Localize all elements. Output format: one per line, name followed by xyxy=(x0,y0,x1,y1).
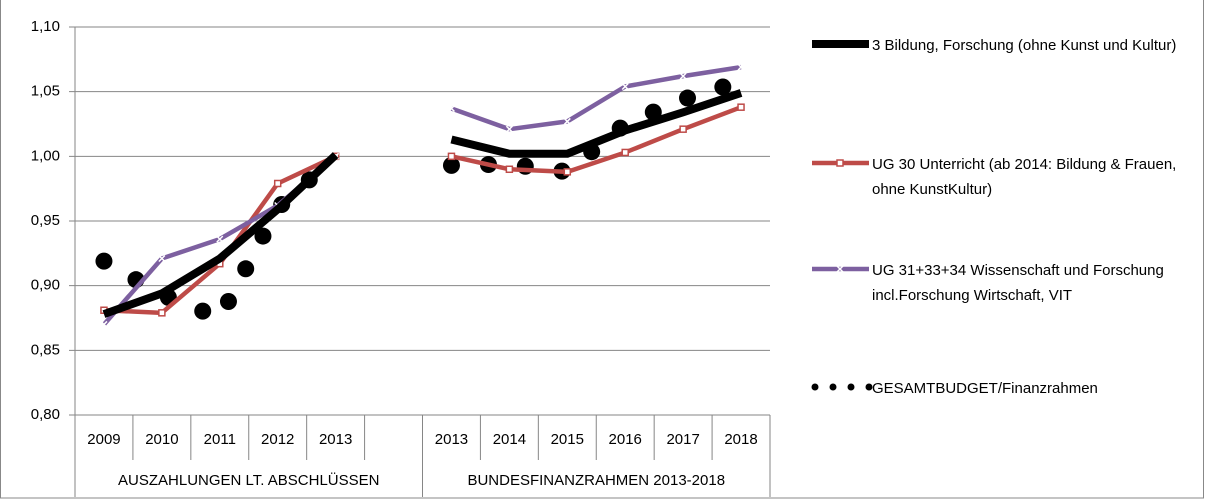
y-tick-label: 0,90 xyxy=(31,277,60,294)
legend-marker-shape xyxy=(836,159,844,167)
y-tick-label: 1,00 xyxy=(31,147,60,164)
group-label: AUSZAHLUNGEN LT. ABSCHLÜSSEN xyxy=(118,471,379,489)
marker xyxy=(737,63,745,71)
y-tick-label: 0,85 xyxy=(31,341,60,358)
marker xyxy=(216,235,224,243)
marker xyxy=(563,117,571,125)
marker xyxy=(505,125,513,133)
marker xyxy=(158,309,166,317)
x-tick-label: 2018 xyxy=(724,431,757,448)
x-tick-label: 2013 xyxy=(435,431,468,448)
marker xyxy=(679,72,687,80)
marker xyxy=(505,165,514,174)
x-tick-label: 2011 xyxy=(204,431,236,448)
y-tick-label: 0,95 xyxy=(31,212,60,229)
legend-label: UG 31+33+34 Wissenschaft und Forschung i… xyxy=(872,262,1164,304)
x-tick-label: 2013 xyxy=(319,431,352,448)
series-line xyxy=(103,105,742,316)
marker xyxy=(273,179,282,188)
y-tick-label: 1,05 xyxy=(31,83,60,100)
x-tick-label: 2015 xyxy=(551,431,584,448)
x-tick-label: 2009 xyxy=(87,431,120,448)
marker xyxy=(158,254,166,263)
marker xyxy=(679,125,687,133)
marker xyxy=(447,152,456,161)
x-tick-label: 2017 xyxy=(666,431,699,448)
x-tick-label: 2016 xyxy=(609,431,642,448)
legend-marker xyxy=(836,159,844,167)
marker xyxy=(100,320,108,328)
marker xyxy=(621,82,629,91)
y-tick-label: 1,10 xyxy=(31,18,60,35)
x-tick-label: 2010 xyxy=(145,431,178,448)
legend-label: GESAMTBUDGET/Finanzrahmen xyxy=(872,380,1098,397)
legend-marker xyxy=(836,265,844,273)
x-tick-label: 2012 xyxy=(261,431,294,448)
marker xyxy=(621,148,629,157)
marker xyxy=(447,104,455,113)
legend-label: UG 30 Unterricht (ab 2014: Bildung & Fra… xyxy=(872,156,1177,198)
marker xyxy=(737,103,745,111)
series-line xyxy=(102,89,743,318)
group-label: BUNDESFINANZRAHMEN 2013-2018 xyxy=(467,472,725,489)
legend-marker-shape xyxy=(836,265,844,273)
marker xyxy=(563,168,572,176)
legend-label: 3 Bildung, Forschung (ohne Kunst und Kul… xyxy=(872,37,1177,54)
x-tick-label: 2014 xyxy=(493,431,526,448)
y-tick-label: 0,80 xyxy=(31,406,60,423)
